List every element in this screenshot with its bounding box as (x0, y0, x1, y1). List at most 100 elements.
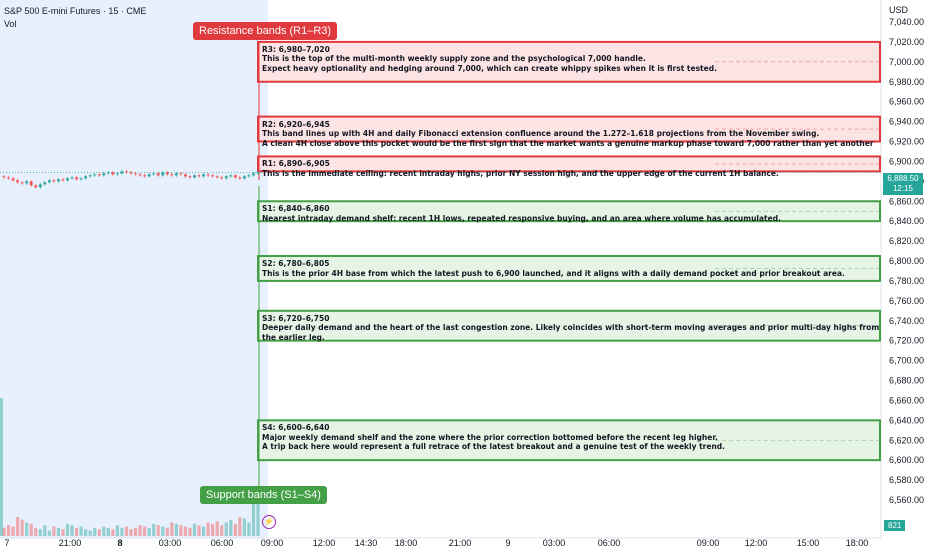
candle-body (238, 177, 242, 179)
candle-body (57, 179, 60, 182)
volume-bar (0, 398, 3, 536)
candle-body (193, 175, 196, 178)
band-S4 (257, 419, 881, 462)
y-tick-label: 6,820.00 (889, 236, 924, 246)
candle-body (2, 176, 6, 178)
volume-bar (56, 527, 61, 536)
volume-bar (29, 523, 33, 536)
currency-label[interactable]: USD (888, 5, 908, 15)
y-tick-label: 6,740.00 (889, 316, 924, 326)
candle-body (174, 173, 178, 176)
volume-bar (74, 527, 79, 536)
volume-bar (143, 526, 147, 536)
candle-body (129, 172, 133, 174)
candle-body (252, 173, 255, 176)
x-tick-label: 03:00 (159, 538, 182, 548)
band-text-s3: S3: 6,720–6,750 Deeper daily demand and t… (262, 314, 882, 343)
volume-bar (256, 498, 260, 536)
y-tick-label: 6,860.00 (889, 196, 924, 206)
candle-body (47, 180, 51, 183)
volume-bar (120, 527, 124, 536)
volume-bar (161, 526, 165, 536)
x-tick-label: 09:00 (697, 538, 720, 548)
volume-bar (70, 525, 74, 536)
y-tick-label: 6,980.00 (889, 77, 924, 87)
candle-body (61, 179, 65, 181)
volume-bar (16, 517, 20, 536)
volume-bar (233, 523, 237, 536)
symbol-title[interactable]: S&P 500 E-mini Futures · 15 · CME (4, 6, 147, 16)
x-tick-label: 06:00 (211, 538, 234, 548)
x-tick-label: 18:00 (846, 538, 869, 548)
last-price-value: 6,888.50 (887, 174, 919, 183)
volume-bar (251, 502, 256, 536)
candle-body (152, 173, 156, 175)
candle-body (84, 176, 88, 179)
band-description-line: Nearest intraday demand shelf: recent 1H… (262, 213, 781, 223)
bar-countdown: 12:15 (892, 184, 914, 193)
candle-body (102, 173, 106, 176)
y-tick-label: 6,900.00 (889, 156, 924, 166)
band-description-line: Deeper daily demand and the heart of the… (262, 323, 880, 333)
band-title: S1: 6,840–6,860 (262, 204, 330, 214)
volume-bar (61, 529, 65, 536)
x-tick-label: 21:00 (449, 538, 472, 548)
band-description-line: This is the immediate ceiling: recent in… (262, 168, 779, 178)
candle-body (197, 175, 201, 177)
y-tick-label: 6,660.00 (889, 395, 924, 405)
y-tick-label: 6,940.00 (889, 117, 924, 127)
band-R3 (257, 40, 881, 83)
volume-bar (34, 527, 38, 536)
band-text-s1: S1: 6,840–6,860 Nearest intraday demand s… (262, 204, 882, 223)
volume-bar (211, 523, 215, 536)
band-description-line: This is the top of the multi-month weekl… (262, 54, 646, 64)
y-tick-label: 6,620.00 (889, 435, 924, 445)
candle-body (188, 176, 192, 178)
volume-bar (174, 523, 178, 536)
x-tick-label: 8 (117, 538, 122, 548)
y-tick-label: 6,780.00 (889, 276, 924, 286)
band-text-r1: R1: 6,890–6,905 This is the immediate cei… (262, 159, 882, 178)
candle-body (7, 177, 10, 179)
candle-body (224, 176, 228, 179)
y-tick-label: 7,000.00 (889, 57, 924, 67)
lightning-icon[interactable]: ⚡ (262, 515, 276, 529)
volume-bar (238, 517, 242, 536)
band-description-line: A trip back here would represent a full … (262, 442, 726, 452)
candle-body (93, 174, 97, 176)
volume-bar (102, 526, 106, 536)
volume-bar (111, 529, 115, 536)
volume-bar (2, 527, 6, 536)
volume-bar (156, 525, 160, 536)
candle-body (170, 174, 174, 176)
candle-body (138, 174, 142, 176)
x-tick-label: 12:00 (313, 538, 336, 548)
candle-body (229, 175, 233, 177)
y-tick-label: 6,580.00 (889, 475, 924, 485)
volume-bar (52, 526, 56, 536)
volume-bar (6, 525, 11, 536)
x-tick-label: 7 (4, 538, 9, 548)
candle-body (29, 181, 33, 186)
candle-body (134, 173, 137, 175)
band-text-s4: S4: 6,600–6,640 Major weekly demand shelf… (262, 423, 882, 452)
volume-bar (201, 526, 206, 536)
band-title: S4: 6,600–6,640 (262, 423, 330, 433)
band-description-line: A clean 4H close above this pocket would… (262, 138, 874, 148)
candle-body (16, 180, 20, 183)
y-tick-label: 6,840.00 (889, 216, 924, 226)
volume-indicator-label[interactable]: Vol (4, 19, 17, 29)
candle-body (52, 180, 56, 182)
volume-bar (65, 523, 70, 536)
band-title: R3: 6,980–7,020 (262, 44, 330, 54)
y-tick-label: 6,720.00 (889, 336, 924, 346)
volume-bar (247, 522, 251, 536)
candle-body (156, 173, 160, 176)
y-tick-label: 6,920.00 (889, 137, 924, 147)
y-tick-label: 6,560.00 (889, 495, 924, 505)
candle-body (11, 178, 15, 181)
candle-body (125, 171, 128, 173)
support-bands-label: Support bands (S1–S4) (200, 486, 327, 504)
volume-bar (106, 527, 110, 536)
